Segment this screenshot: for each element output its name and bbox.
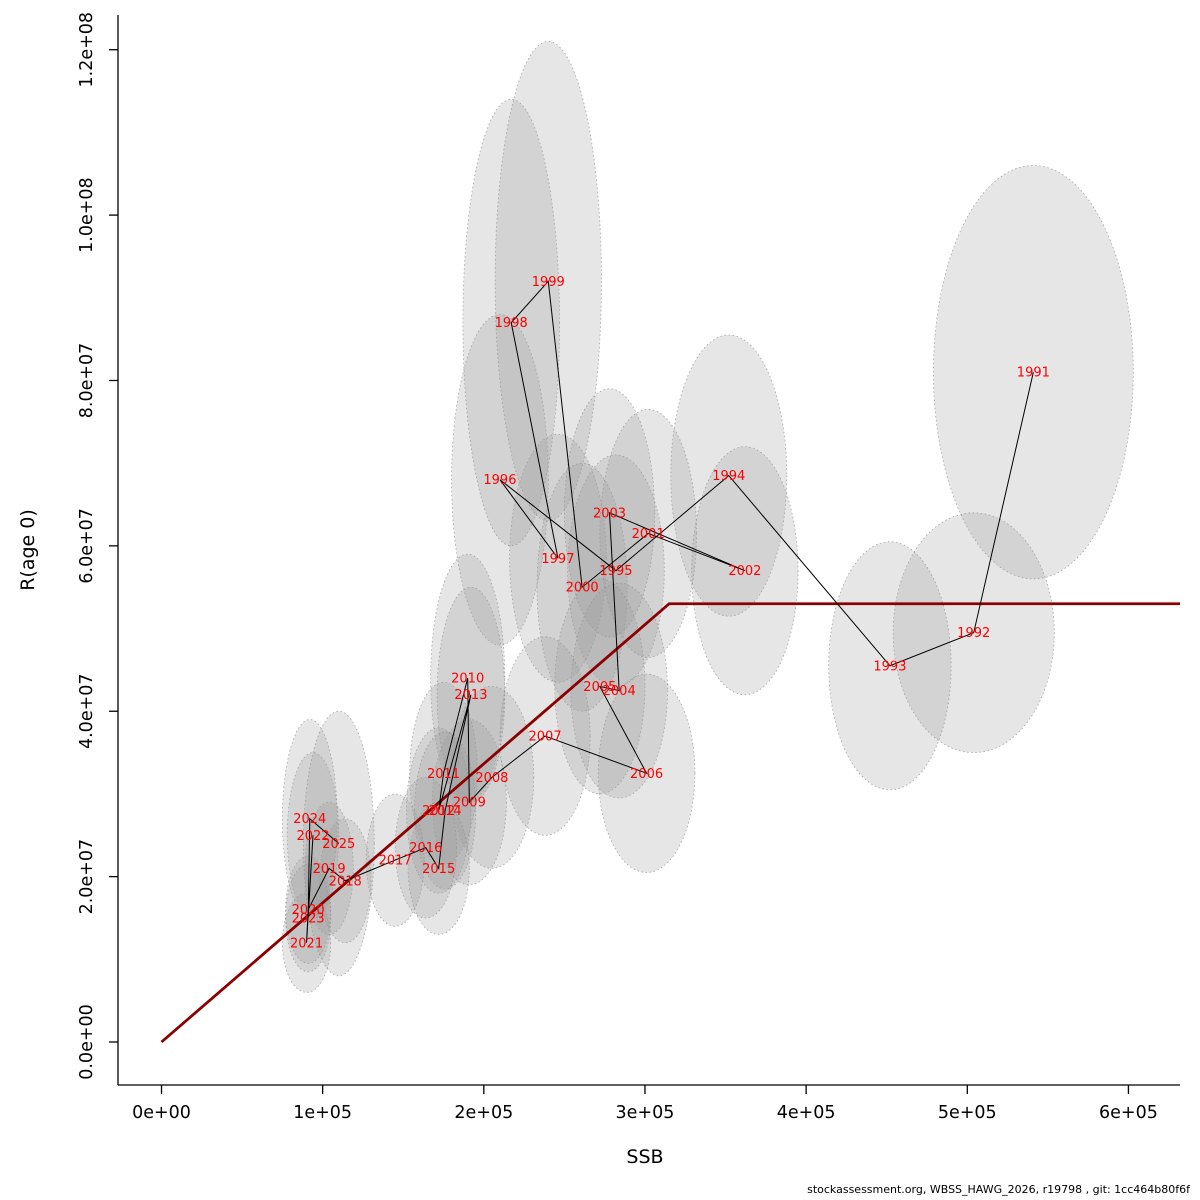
y-tick-label: 2.0e+07 bbox=[77, 839, 97, 915]
year-label-2008: 2008 bbox=[475, 771, 508, 786]
y-tick-label: 8.0e+07 bbox=[77, 343, 97, 419]
year-label-1995: 1995 bbox=[599, 564, 632, 579]
year-label-2020: 2020 bbox=[292, 903, 325, 918]
year-label-2017: 2017 bbox=[379, 854, 412, 869]
year-label-2000: 2000 bbox=[566, 581, 599, 596]
year-label-2003: 2003 bbox=[593, 506, 626, 521]
y-tick-label: 1.2e+08 bbox=[77, 12, 97, 88]
year-label-2005: 2005 bbox=[583, 680, 616, 695]
y-tick-label: 6.0e+07 bbox=[77, 508, 97, 584]
x-tick-label: 4e+05 bbox=[777, 1103, 836, 1123]
year-label-2025: 2025 bbox=[322, 837, 355, 852]
year-label-2018: 2018 bbox=[329, 874, 362, 889]
year-label-1998: 1998 bbox=[495, 316, 528, 331]
x-tick-label: 3e+05 bbox=[616, 1103, 675, 1123]
year-label-2021: 2021 bbox=[290, 936, 323, 951]
x-tick-label: 1e+05 bbox=[293, 1103, 352, 1123]
footer-citation: stockassessment.org, WBSS_HAWG_2026, r19… bbox=[807, 1183, 1190, 1196]
x-tick-label: 2e+05 bbox=[454, 1103, 513, 1123]
year-label-1999: 1999 bbox=[532, 275, 565, 290]
year-label-2009: 2009 bbox=[453, 796, 486, 811]
year-label-1993: 1993 bbox=[873, 659, 906, 674]
year-label-2004: 2004 bbox=[603, 684, 636, 699]
year-label-2001: 2001 bbox=[632, 527, 665, 542]
x-tick-label: 5e+05 bbox=[938, 1103, 997, 1123]
year-label-2007: 2007 bbox=[529, 730, 562, 745]
year-label-2019: 2019 bbox=[313, 862, 346, 877]
x-tick-label: 6e+05 bbox=[1099, 1103, 1158, 1123]
year-label-2015: 2015 bbox=[422, 862, 455, 877]
year-label-2010: 2010 bbox=[451, 672, 484, 687]
year-label-2006: 2006 bbox=[630, 767, 663, 782]
year-label-2013: 2013 bbox=[454, 688, 487, 703]
year-label-2024: 2024 bbox=[293, 812, 326, 827]
trajectory-line bbox=[306, 280, 1034, 943]
x-axis-title: SSB bbox=[626, 1146, 663, 1168]
year-label-1991: 1991 bbox=[1017, 366, 1050, 381]
year-label-1992: 1992 bbox=[957, 626, 990, 641]
year-label-1994: 1994 bbox=[712, 469, 745, 484]
year-label-2022: 2022 bbox=[296, 829, 329, 844]
y-axis-title: R(age 0) bbox=[17, 509, 39, 591]
year-label-2023: 2023 bbox=[292, 911, 325, 926]
stock-recruit-curve bbox=[160, 602, 1180, 1044]
x-tick-label: 0e+00 bbox=[132, 1103, 191, 1123]
year-label-1997: 1997 bbox=[541, 552, 574, 567]
year-label-2012: 2012 bbox=[422, 804, 455, 819]
year-label-2016: 2016 bbox=[409, 841, 442, 856]
y-tick-label: 0.0e+00 bbox=[77, 1004, 97, 1080]
year-label-2014: 2014 bbox=[429, 804, 462, 819]
year-label-2011: 2011 bbox=[427, 767, 460, 782]
y-tick-label: 1.0e+08 bbox=[77, 177, 97, 253]
year-label-2002: 2002 bbox=[728, 564, 761, 579]
y-tick-label: 4.0e+07 bbox=[77, 673, 97, 749]
year-label-1996: 1996 bbox=[483, 473, 516, 488]
